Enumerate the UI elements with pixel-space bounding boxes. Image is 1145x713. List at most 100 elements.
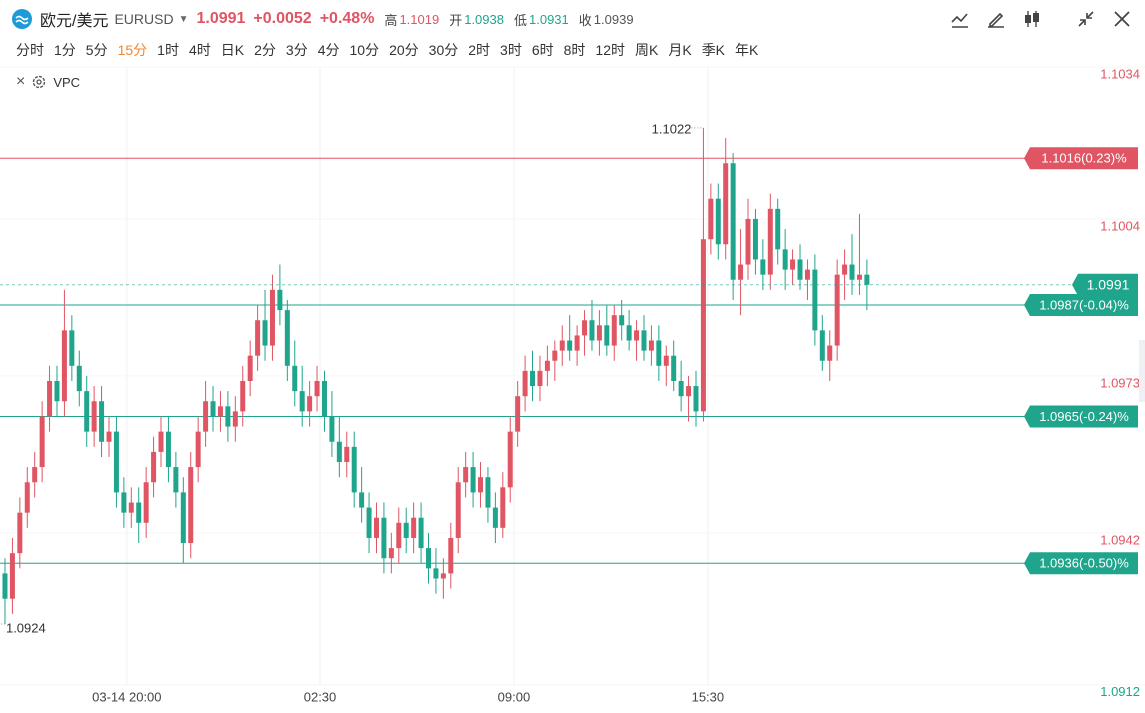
x-tick-label: 09:00 [498, 689, 531, 704]
candle-body [455, 482, 461, 538]
interval-button[interactable]: 3时 [500, 42, 522, 58]
indicator-settings[interactable] [31, 74, 47, 90]
candle-body [307, 396, 313, 412]
interval-button[interactable]: 20分 [389, 42, 419, 58]
stat-label: 收 [578, 12, 592, 28]
candle-body [433, 568, 439, 579]
candle-body [842, 264, 848, 275]
candle-body [752, 218, 758, 260]
candle-body [492, 507, 498, 528]
candle-body [321, 381, 327, 417]
interval-button[interactable]: 3分 [285, 42, 308, 58]
candle-body [730, 163, 736, 280]
price-tag [1024, 147, 1138, 170]
candle-body [686, 386, 692, 397]
candle-body [819, 330, 825, 361]
interval-button[interactable]: 6时 [531, 42, 554, 58]
candle-body [84, 391, 90, 432]
candle-body [745, 218, 751, 265]
remove-indicator[interactable]: × [16, 73, 26, 90]
candle-body [351, 446, 357, 493]
candle-body [396, 522, 402, 549]
candle-body [106, 431, 112, 442]
candle-body [344, 446, 350, 463]
y-tick-label: 1.1004 [1100, 218, 1140, 233]
line-tool[interactable] [949, 8, 971, 30]
candle-body [589, 320, 595, 341]
candle-body [864, 274, 870, 285]
interval-button[interactable]: 年K [735, 42, 759, 58]
candle-body [827, 345, 833, 361]
candle-body [582, 320, 588, 336]
candle-body [255, 320, 261, 356]
interval-button[interactable]: 周K [635, 42, 659, 58]
interval-button[interactable]: 5分 [85, 42, 108, 58]
symbol-icon [12, 9, 32, 29]
candle-body [373, 517, 379, 538]
interval-button[interactable]: 15分 [117, 42, 148, 58]
candle-body [91, 401, 97, 432]
stat-value: 1.0938 [464, 11, 504, 27]
candle-body [700, 239, 706, 412]
price-tag-label: 1.1016(0.23)% [1041, 151, 1127, 166]
draw-tool[interactable] [985, 8, 1007, 30]
candle-body [284, 310, 290, 366]
interval-button[interactable]: 季K [701, 42, 726, 58]
interval-button[interactable]: 分时 [16, 42, 44, 58]
candle-body [76, 365, 82, 392]
candle-body [225, 406, 231, 427]
stat-value: 1.0939 [593, 11, 634, 27]
candle-body [217, 406, 223, 417]
shrink-button[interactable] [1075, 8, 1097, 30]
candle-body [559, 340, 565, 351]
interval-button[interactable]: 8时 [563, 42, 586, 58]
candle-body [247, 355, 253, 381]
candle-body [641, 330, 647, 351]
candle-body [403, 522, 409, 538]
candle-body [463, 467, 469, 483]
candle-tool[interactable] [1021, 8, 1043, 30]
candle-body [619, 315, 625, 326]
candle-body [678, 381, 684, 397]
candle-body [671, 355, 677, 381]
candle-body [180, 492, 186, 544]
annotation-label: 1.0924 [6, 620, 46, 635]
interval-button[interactable]: 4时 [188, 42, 211, 58]
interval-button[interactable]: 月K [668, 42, 692, 58]
interval-button[interactable]: 2分 [254, 42, 276, 58]
x-tick-label: 03-14 20:00 [92, 689, 161, 704]
interval-button[interactable]: 4分 [317, 42, 340, 58]
candle-body [418, 517, 424, 549]
candle-body [69, 330, 75, 366]
candle-body [604, 325, 610, 346]
interval-button[interactable]: 2时 [468, 42, 491, 58]
y-tick-label: 1.0942 [1100, 532, 1140, 547]
current-price-label: 1.0991 [1087, 276, 1130, 292]
candle-body [760, 259, 766, 275]
instrument-symbol: EURUSD [114, 11, 174, 27]
candle-body [240, 381, 246, 412]
candle-body [381, 517, 387, 559]
candle-body [39, 416, 45, 468]
interval-button[interactable]: 1分 [54, 42, 76, 58]
interval-button[interactable]: 日K [220, 42, 245, 58]
instrument-name: 欧元/美元 [40, 13, 109, 30]
interval-button[interactable]: 30分 [428, 42, 459, 58]
interval-button[interactable]: 12时 [595, 42, 625, 58]
y-tick-label: 1.0973 [1100, 375, 1140, 390]
change-pct: +0.48% [319, 10, 375, 27]
close-button[interactable] [1111, 8, 1133, 30]
interval-button[interactable]: 1时 [157, 42, 179, 58]
change: +0.0052 [253, 10, 312, 27]
tool-buttons [949, 8, 1133, 30]
candle-body [715, 198, 721, 245]
price-tag [1024, 294, 1138, 317]
candle-body [277, 289, 283, 311]
dropdown-arrow[interactable]: ▼ [178, 13, 189, 25]
interval-button[interactable]: 10分 [349, 42, 380, 58]
candle-body [738, 264, 744, 280]
candle-body [292, 365, 298, 392]
candle-body [797, 259, 803, 280]
candle-body [203, 401, 209, 432]
